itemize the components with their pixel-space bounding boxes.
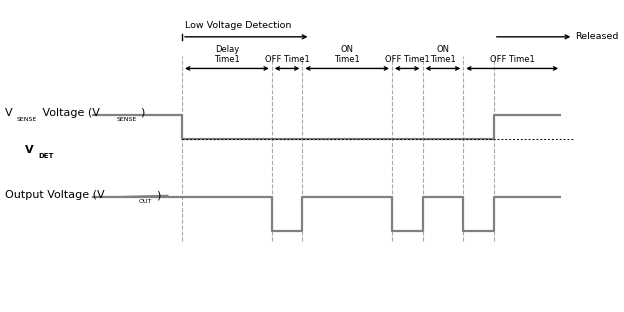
Text: Voltage (V: Voltage (V (39, 108, 100, 118)
Text: SENSE: SENSE (16, 117, 36, 122)
Text: OUT: OUT (139, 199, 152, 204)
Text: Low Voltage Detection: Low Voltage Detection (185, 21, 292, 30)
Text: ON
Time1: ON Time1 (334, 45, 360, 64)
Text: OFF Time1: OFF Time1 (265, 55, 310, 64)
Text: V: V (25, 145, 34, 155)
Text: DET: DET (38, 153, 54, 158)
Text: ): ) (157, 190, 161, 200)
Text: OFF Time1: OFF Time1 (490, 55, 535, 64)
Text: Released: Released (575, 32, 619, 41)
Text: Output Voltage (V: Output Voltage (V (5, 190, 104, 200)
Text: SENSE: SENSE (117, 117, 137, 122)
Text: V: V (5, 108, 12, 118)
Text: Delay
Time1: Delay Time1 (214, 45, 240, 64)
Text: OFF Time1: OFF Time1 (385, 55, 429, 64)
Text: ): ) (140, 108, 145, 118)
Text: ON
Time1: ON Time1 (430, 45, 456, 64)
